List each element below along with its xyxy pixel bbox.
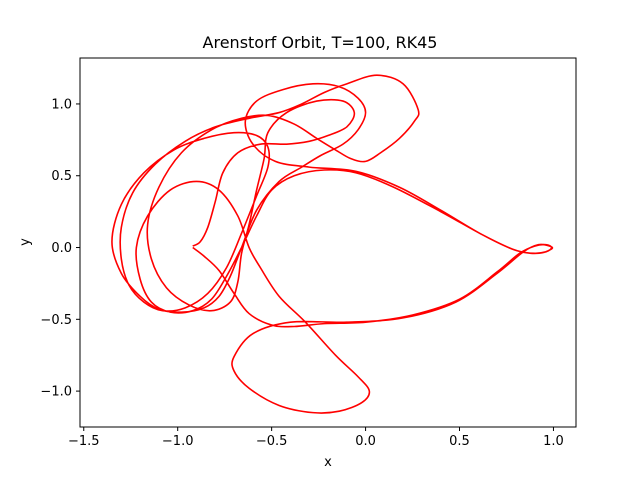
series-layer	[111, 74, 554, 414]
x-tick-label: 1.0	[543, 434, 564, 449]
y-tick-label: 0.5	[51, 169, 72, 184]
x-tick-label: −0.5	[256, 434, 288, 449]
x-tick-label: 0.0	[355, 434, 376, 449]
y-axis-label: y	[18, 238, 33, 246]
x-tick-label: −1.5	[68, 434, 100, 449]
y-tick-label: −0.5	[40, 313, 72, 328]
y-tick-label: 1.0	[51, 97, 72, 112]
x-tick-label: −1.0	[162, 434, 194, 449]
x-tick-label: 0.5	[449, 434, 470, 449]
orbit-line-0-0	[111, 74, 554, 414]
x-axis-label: x	[324, 455, 332, 470]
x-axis: −1.5 −1.0 −0.5 0.0 0.5 1.0	[68, 427, 564, 449]
y-tick-label: 0.0	[51, 241, 72, 256]
y-tick-label: −1.0	[40, 385, 72, 400]
y-axis: −1.0 −0.5 0.0 0.5 1.0	[40, 97, 80, 400]
chart-title: Arenstorf Orbit, T=100, RK45	[203, 33, 438, 52]
plot-frame	[79, 57, 577, 428]
